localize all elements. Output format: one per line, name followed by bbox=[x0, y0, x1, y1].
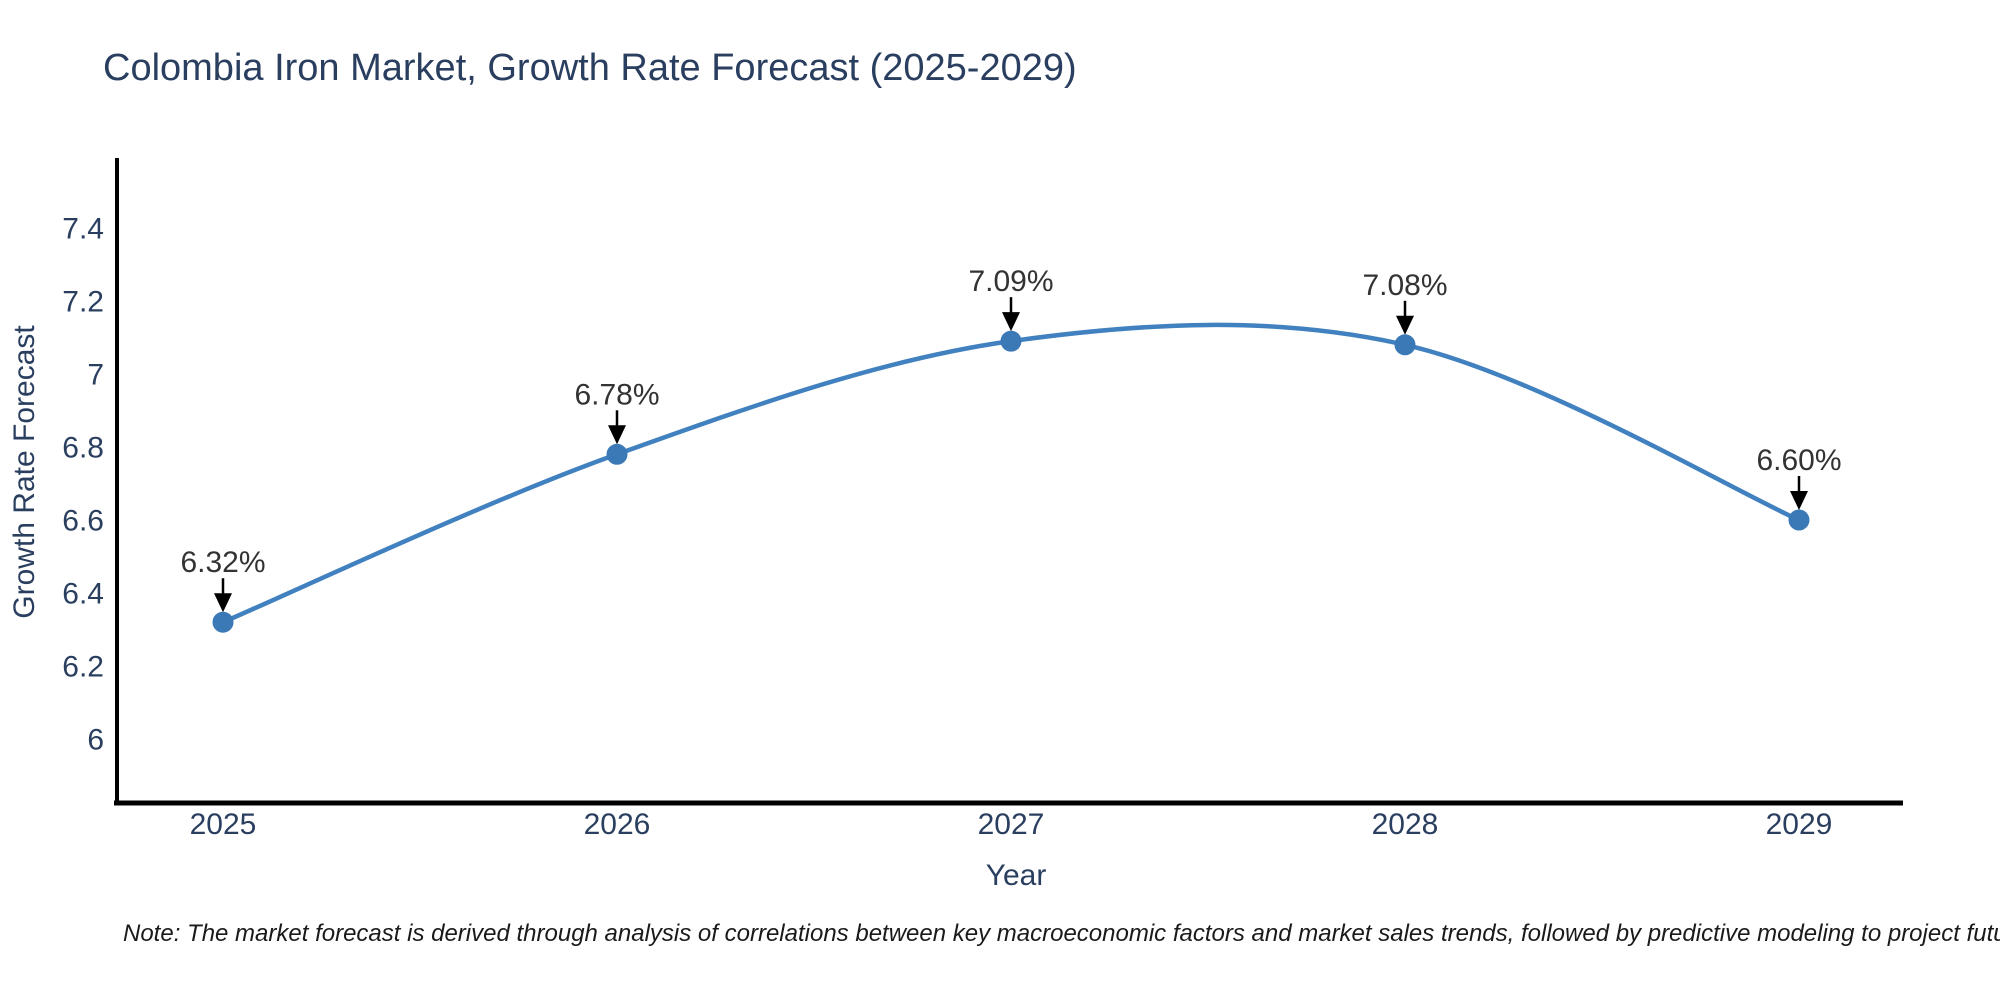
x-axis-tick-labels: 2025 2026 2027 2028 2029 bbox=[190, 808, 1833, 841]
chart-title: Colombia Iron Market, Growth Rate Foreca… bbox=[103, 47, 1077, 89]
y-tick-label: 7 bbox=[87, 359, 104, 392]
x-tick-label: 2026 bbox=[584, 808, 651, 841]
data-point-marker-2026[interactable] bbox=[606, 443, 628, 465]
y-tick-label: 6.8 bbox=[62, 432, 104, 465]
annotation-label: 6.60% bbox=[1756, 444, 1841, 477]
annotation-label: 6.78% bbox=[574, 378, 659, 411]
data-point-marker-2028[interactable] bbox=[1394, 334, 1416, 356]
annotation-label: 7.08% bbox=[1362, 269, 1447, 302]
footnote: Note: The market forecast is derived thr… bbox=[123, 920, 2000, 947]
x-axis-title: Year bbox=[985, 859, 1047, 892]
forecast-line bbox=[220, 322, 1802, 625]
y-tick-label: 6.6 bbox=[62, 505, 104, 538]
data-point-annotations: 6.32% 6.78% 7.09% 7.08% 6.60% bbox=[180, 265, 1842, 613]
x-tick-label: 2025 bbox=[190, 808, 257, 841]
y-axis-tick-labels: 6 6.2 6.4 6.6 6.8 7 7.2 7.4 bbox=[62, 213, 104, 757]
x-tick-label: 2029 bbox=[1766, 808, 1833, 841]
annotation-label: 6.32% bbox=[180, 546, 265, 579]
annotation-arrowhead bbox=[608, 425, 626, 445]
y-tick-label: 6.2 bbox=[62, 651, 104, 684]
annotation-arrowhead bbox=[1790, 491, 1808, 510]
x-tick-label: 2027 bbox=[978, 808, 1045, 841]
y-tick-label: 7.2 bbox=[62, 286, 104, 319]
data-point-marker-2025[interactable] bbox=[212, 611, 234, 633]
annotation-label: 7.09% bbox=[968, 265, 1053, 298]
annotation-arrowhead bbox=[1002, 312, 1020, 332]
data-point-marker-2029[interactable] bbox=[1788, 509, 1810, 531]
y-tick-label: 6.4 bbox=[62, 578, 104, 611]
data-point-markers bbox=[212, 330, 1810, 633]
data-point-marker-2027[interactable] bbox=[1000, 330, 1022, 352]
y-tick-label: 7.4 bbox=[62, 213, 104, 246]
annotation-arrowhead bbox=[1396, 315, 1414, 335]
x-tick-label: 2028 bbox=[1372, 808, 1439, 841]
y-tick-label: 6 bbox=[87, 724, 104, 757]
annotation-arrowhead bbox=[214, 593, 232, 613]
